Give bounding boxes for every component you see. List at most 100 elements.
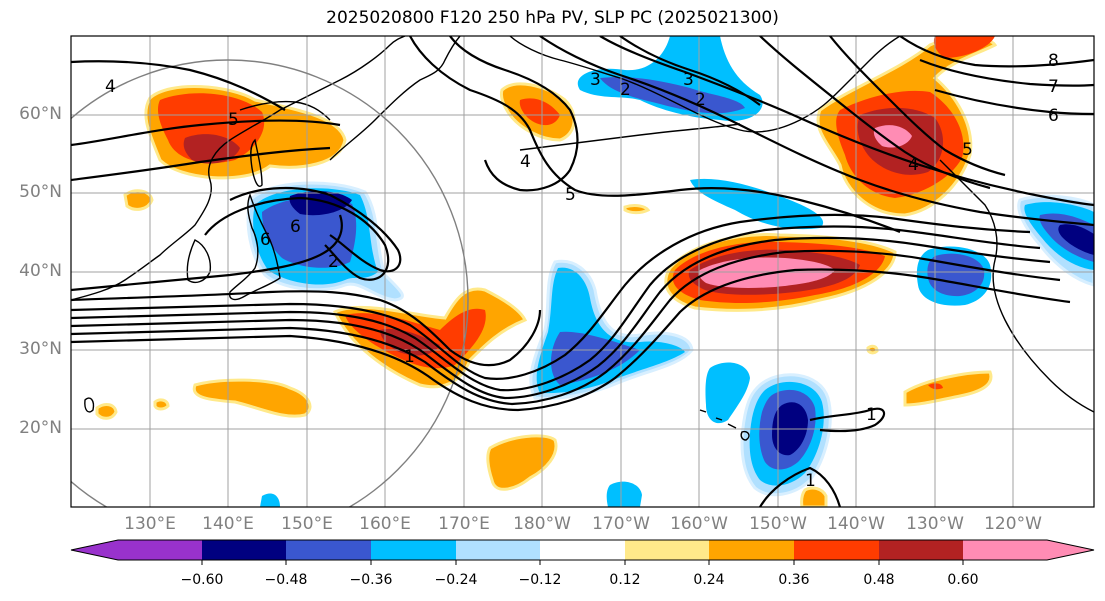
slp-contour bbox=[71, 119, 341, 147]
slp-contour bbox=[934, 88, 1094, 116]
lat-label-20n: 20°N bbox=[19, 418, 62, 438]
slp-contour bbox=[829, 36, 1006, 177]
pv-fill bbox=[606, 481, 642, 507]
pv-anomaly-fills bbox=[95, 36, 1094, 507]
slp-contour bbox=[71, 60, 286, 111]
colorbar-label: 0.36 bbox=[778, 572, 810, 588]
lon-label: 170°W bbox=[592, 514, 650, 534]
contour-label: 7 bbox=[1048, 77, 1059, 97]
pv-fill bbox=[95, 403, 118, 420]
pv-blob-goa-positive bbox=[816, 36, 998, 217]
pv-blob-bering-positive bbox=[499, 82, 576, 142]
reference-circle bbox=[71, 59, 469, 507]
contour-label: 4 bbox=[520, 152, 531, 172]
coastline-okhotsk bbox=[239, 100, 331, 121]
pv-blob-nw-positive bbox=[144, 84, 347, 180]
contour-labels: 4 5 6 2 1 5 3 2 3 4 8 7 6 5 4 1 1 6 2 bbox=[105, 51, 1059, 491]
pv-blob-ne-negative bbox=[916, 246, 992, 306]
slp-contours bbox=[71, 36, 1094, 507]
colorbar-label: 0.60 bbox=[947, 572, 979, 588]
contour-label: 6 bbox=[290, 217, 301, 237]
coastline-kamchatka bbox=[329, 36, 461, 161]
colorbar-label: −0.60 bbox=[180, 572, 224, 588]
contour-label: 6 bbox=[1048, 106, 1059, 126]
colorbar-segment bbox=[879, 540, 963, 560]
colorbar-segment bbox=[286, 540, 371, 560]
slp-contour bbox=[71, 236, 1051, 400]
lat-label-30n: 30°N bbox=[19, 339, 62, 359]
coastline-alaska-peninsula bbox=[519, 123, 741, 151]
lat-label-50n: 50°N bbox=[19, 182, 62, 202]
pv-fill bbox=[705, 362, 750, 424]
colorbar-segment bbox=[625, 540, 709, 560]
pv-fill bbox=[873, 125, 912, 148]
pv-fill bbox=[933, 36, 995, 58]
colorbar-segment bbox=[118, 540, 202, 560]
slp-contour bbox=[449, 36, 579, 192]
coastline-hawaii bbox=[699, 409, 750, 441]
pv-fill bbox=[260, 493, 280, 507]
pv-fill bbox=[623, 204, 651, 215]
slp-contour bbox=[71, 225, 1041, 392]
colorbar-segment bbox=[709, 540, 794, 560]
colorbar-label: −0.12 bbox=[518, 572, 562, 588]
slp-contour bbox=[899, 36, 1094, 68]
pv-fill bbox=[123, 189, 154, 211]
slp-contour bbox=[919, 58, 1094, 87]
colorbar-label: 0.48 bbox=[863, 572, 895, 588]
colorbar-segment bbox=[371, 540, 456, 560]
slp-contour bbox=[71, 249, 1061, 406]
pv-fill bbox=[380, 329, 440, 356]
contour-label: 1 bbox=[404, 347, 415, 367]
slp-contour bbox=[71, 268, 1071, 412]
contour-label: 5 bbox=[962, 140, 973, 160]
contour-label: 3 bbox=[683, 70, 694, 90]
pv-fill bbox=[153, 398, 170, 411]
pv-fill bbox=[800, 486, 828, 507]
lon-label: 160°E bbox=[359, 514, 411, 534]
slp-contour bbox=[409, 36, 901, 234]
pv-blob-hawaii-negative bbox=[260, 362, 832, 507]
pv-fill bbox=[1058, 224, 1094, 255]
contour-label: 2 bbox=[695, 90, 706, 110]
pv-blob-japan-negative bbox=[246, 181, 404, 302]
lon-label: 150°W bbox=[749, 514, 807, 534]
colorbar-label: −0.48 bbox=[264, 572, 308, 588]
coastline-sakhalin bbox=[250, 138, 263, 187]
lat-label-60n: 60°N bbox=[19, 104, 62, 124]
lat-label-40n: 40°N bbox=[19, 261, 62, 281]
coastline-taiwan bbox=[84, 397, 95, 413]
pv-fill bbox=[519, 98, 560, 126]
map-frame bbox=[70, 35, 1095, 508]
slp-contour bbox=[759, 36, 991, 190]
contour-label: 6 bbox=[260, 230, 271, 250]
colorbar-extend-high bbox=[1047, 540, 1094, 560]
coastline-na-west bbox=[939, 159, 1094, 413]
colorbar-segment bbox=[202, 540, 286, 560]
lon-label: 170°E bbox=[438, 514, 490, 534]
contour-label: 1 bbox=[805, 471, 816, 491]
contour-label: 4 bbox=[908, 155, 919, 175]
lon-label: 130°W bbox=[906, 514, 964, 534]
pv-blob-dateline-negative bbox=[529, 259, 694, 400]
slp-contour bbox=[599, 36, 1094, 207]
contour-label: 3 bbox=[590, 70, 601, 90]
colorbar-outline bbox=[70, 539, 1095, 561]
contour-label: 5 bbox=[565, 185, 576, 205]
contour-label: 4 bbox=[105, 77, 116, 97]
slp-contour bbox=[759, 466, 842, 507]
pv-fill bbox=[486, 434, 558, 491]
slp-contour bbox=[71, 214, 343, 292]
contour-label: 2 bbox=[328, 252, 339, 272]
pv-fill bbox=[262, 197, 357, 268]
colorbar-ticks bbox=[201, 560, 964, 565]
lon-label: 120°W bbox=[984, 514, 1042, 534]
pv-fill bbox=[903, 370, 993, 407]
lon-label: 180°W bbox=[513, 514, 571, 534]
coastline-korea bbox=[186, 239, 212, 284]
contour-label: 2 bbox=[620, 80, 631, 100]
colorbar-segment bbox=[540, 540, 625, 560]
colorbar bbox=[70, 539, 1095, 565]
lon-label: 130°E bbox=[124, 514, 176, 534]
